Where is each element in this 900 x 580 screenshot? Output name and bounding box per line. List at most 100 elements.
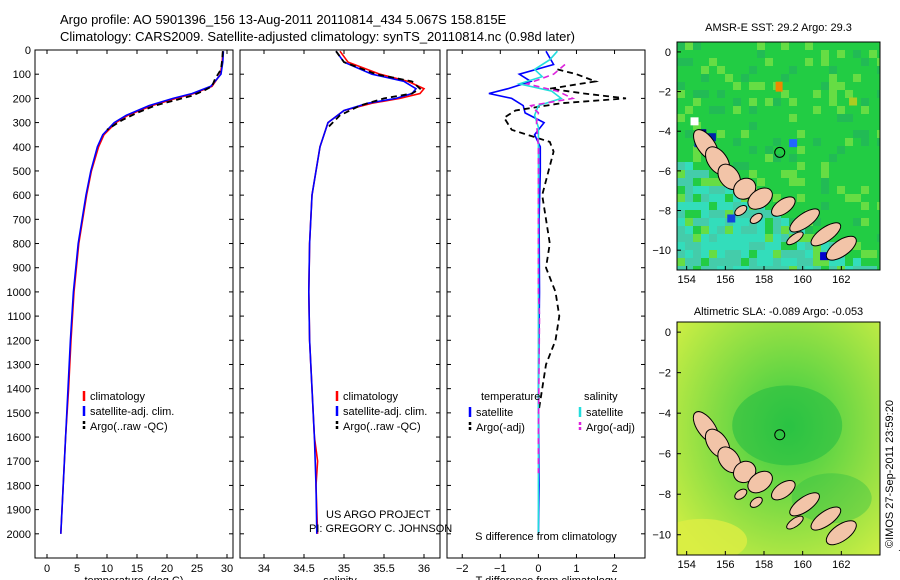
x-tick-label: 154	[677, 274, 695, 286]
sst-cell	[717, 250, 725, 258]
x-tick-label: 158	[755, 274, 773, 286]
project-credit-line1: US ARGO PROJECT	[326, 509, 431, 521]
sst-cell	[741, 218, 749, 226]
sst-cell	[685, 170, 693, 178]
sst-cell	[869, 50, 877, 58]
sst-cell	[685, 194, 693, 202]
sst-cell	[781, 42, 789, 50]
sst-cell	[709, 210, 717, 218]
sst-cell	[709, 242, 717, 250]
sst-cell	[749, 66, 757, 74]
sst-cell	[685, 58, 693, 66]
sst-cell	[813, 258, 821, 266]
island-shape	[825, 520, 857, 546]
sst-cell	[797, 162, 805, 170]
x-tick-label: 0	[44, 563, 50, 575]
legend-label: climatology	[343, 391, 399, 403]
sst-cell	[709, 218, 717, 226]
sst-cell	[877, 138, 880, 146]
figure-title-line1: Argo profile: AO 5901396_156 13-Aug-2011…	[60, 12, 507, 27]
sst-cell	[805, 258, 813, 266]
sst-cell	[677, 242, 685, 250]
legend-label: Argo(-adj)	[476, 422, 525, 434]
sst-cell	[693, 42, 701, 50]
sst-cell	[717, 226, 725, 234]
sst-cell	[805, 226, 813, 234]
island-shape	[734, 204, 748, 217]
sst-cell	[869, 250, 877, 258]
sst-cell	[781, 170, 789, 178]
sst-cell	[853, 50, 861, 58]
sst-cell	[861, 130, 869, 138]
sst-cell	[709, 250, 717, 258]
sst-cell	[805, 242, 813, 250]
sst-cell	[797, 146, 805, 154]
sst-cell	[685, 178, 693, 186]
sst-cell	[701, 242, 709, 250]
sst-cell	[773, 98, 781, 106]
sst-cell	[765, 98, 773, 106]
sst-cell	[845, 266, 853, 270]
legend-label: Argo(..raw -QC)	[90, 421, 168, 433]
panel-difference: −2−1012T difference from climatologytemp…	[446, 49, 900, 580]
sst-cell	[741, 242, 749, 250]
sst-cell	[773, 242, 781, 250]
sst-cell	[725, 250, 733, 258]
sst-cell	[837, 106, 845, 114]
panel-temperature: 0100200300400500600700800900100011001200…	[7, 45, 234, 580]
sst-cell	[677, 170, 685, 178]
sst-cell	[773, 226, 781, 234]
sst-cell	[853, 218, 861, 226]
sst-cell	[821, 178, 829, 186]
sst-cell	[877, 58, 880, 66]
y-tick-label: −10	[652, 530, 671, 542]
island-shape	[747, 470, 773, 494]
y-tick-label: −4	[658, 408, 671, 420]
y-tick-label: −8	[658, 206, 671, 218]
sst-cell	[725, 258, 733, 266]
legend-label: satellite	[476, 407, 513, 419]
plot-frame	[446, 49, 646, 559]
y-tick-label: 700	[13, 214, 31, 226]
sst-cell	[765, 210, 773, 218]
island-shape	[749, 212, 763, 225]
y-tick-label: 1700	[7, 456, 31, 468]
legend-label: Argo(..raw -QC)	[343, 421, 421, 433]
map-layer: AMSR-E SST: 29.2 Argo: 29.3 154 156 158 160 1…	[652, 22, 881, 571]
sst-cell	[789, 170, 797, 178]
x-tick-label: 20	[161, 563, 173, 575]
y-tick-label: 100	[13, 69, 31, 81]
sst-cell	[853, 258, 861, 266]
map-sla_map: Altimetric SLA: -0.089 Argo: -0.053 154 15…	[652, 306, 881, 571]
sst-cell	[733, 258, 741, 266]
sst-cell	[781, 234, 789, 242]
sst-cell	[741, 226, 749, 234]
sst-cell	[829, 154, 837, 162]
sst-cell	[765, 250, 773, 258]
sst-cell	[797, 242, 805, 250]
sst-cell	[733, 234, 741, 242]
y-tick-label: 0	[665, 327, 671, 339]
sst-cell	[733, 242, 741, 250]
y-tick-label: 200	[13, 93, 31, 105]
sst-cell	[717, 202, 725, 210]
sst-cell	[749, 242, 757, 250]
legend-label: climatology	[90, 391, 146, 403]
project-credit-line2: PI: GREGORY C. JOHNSON	[309, 523, 452, 535]
sst-cell	[789, 178, 797, 186]
sst-cell	[677, 226, 685, 234]
sst-cell	[781, 90, 789, 98]
x-tick-label: 162	[832, 559, 850, 571]
sst-cell	[693, 202, 701, 210]
sst-cell	[725, 74, 733, 82]
sst-cell	[749, 210, 757, 218]
sst-cell	[690, 117, 699, 126]
sst-cell	[853, 130, 861, 138]
sst-cell	[861, 58, 869, 66]
map-field	[677, 322, 880, 555]
sst-cell	[877, 202, 880, 210]
sst-cell	[829, 74, 837, 82]
sst-cell	[709, 234, 717, 242]
series-line-argo-raw-qc-	[327, 50, 422, 129]
sst-cell	[701, 250, 709, 258]
